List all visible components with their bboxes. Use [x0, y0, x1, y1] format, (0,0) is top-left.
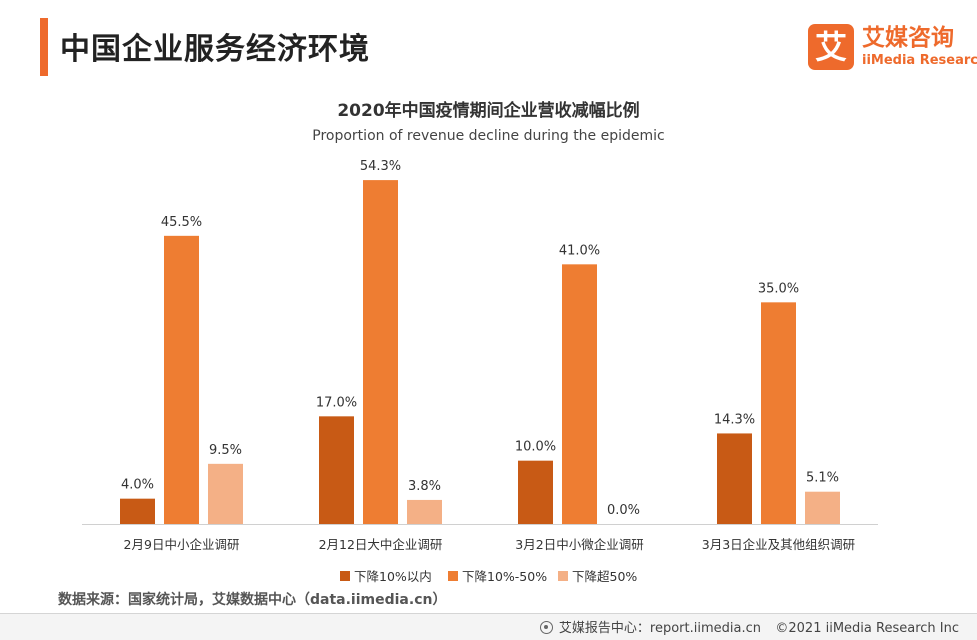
footer-divider [0, 613, 977, 614]
x-tick-label-1: 2月9日中小企业调研 [124, 537, 240, 552]
bar-1-3 [208, 463, 243, 524]
bar-4-1 [717, 433, 752, 524]
footer: 艾媒报告中心：report.iimedia.cn ©2021 iiMedia R… [539, 617, 959, 636]
footer-copyright: ©2021 iiMedia Research Inc [775, 621, 959, 636]
legend-swatch-3 [558, 571, 568, 581]
data-label-2-1: 17.0% [316, 395, 357, 410]
bar-2-3 [407, 499, 442, 524]
data-label-3-2: 41.0% [559, 243, 600, 258]
bar-2-2 [363, 180, 398, 524]
bar-4-2 [761, 302, 796, 524]
legend-label-1: 下降10%以内 [354, 569, 432, 584]
logo-text-cn: 艾媒咨询 [862, 25, 954, 51]
page-title: 中国企业服务经济环境 [60, 32, 370, 67]
data-label-1-1: 4.0% [121, 478, 154, 493]
chart-title: 2020年中国疫情期间企业营收减幅比例 [337, 101, 640, 121]
logo-mark-icon: 艾 [808, 24, 854, 70]
legend-swatch-1 [340, 571, 350, 581]
bar-2-1 [319, 416, 354, 524]
data-label-3-1: 10.0% [515, 440, 556, 455]
legend-label-2: 下降10%-50% [462, 569, 547, 584]
x-tick-label-2: 2月12日大中企业调研 [319, 537, 443, 552]
data-label-1-2: 45.5% [161, 215, 202, 230]
title-accent-bar [40, 18, 48, 76]
data-source-note: 数据来源：国家统计局，艾媒数据中心（data.iimedia.cn） [58, 592, 447, 608]
bar-3-2 [562, 264, 597, 524]
x-tick-label-4: 3月3日企业及其他组织调研 [702, 537, 855, 552]
bar-1-2 [164, 235, 199, 525]
data-label-2-2: 54.3% [360, 159, 401, 174]
data-label-4-3: 5.1% [806, 471, 839, 486]
data-label-2-3: 3.8% [408, 479, 441, 494]
bar-3-1 [518, 460, 553, 524]
footer-report-link[interactable]: 艾媒报告中心：report.iimedia.cn [558, 621, 761, 636]
x-tick-label-3: 3月2日中小微企业调研 [515, 537, 643, 552]
legend-label-3: 下降超50% [572, 569, 637, 584]
data-label-3-3: 0.0% [607, 503, 640, 518]
data-label-4-2: 35.0% [758, 281, 799, 296]
chart-subtitle: Proportion of revenue decline during the… [312, 128, 665, 144]
footer-bar [0, 614, 977, 640]
data-label-1-3: 9.5% [209, 443, 242, 458]
bar-chart: 4.0% 45.5% 9.5% 2月9日中小企业调研 17.0% 54.3% 3.8% 2月1… [82, 159, 878, 584]
bar-1-1 [120, 498, 155, 524]
data-label-4-1: 14.3% [714, 412, 755, 427]
legend-swatch-2 [448, 571, 458, 581]
bar-4-3 [805, 491, 840, 524]
logo-text-en: iiMedia Research [862, 53, 977, 68]
report-center-icon [539, 621, 553, 634]
